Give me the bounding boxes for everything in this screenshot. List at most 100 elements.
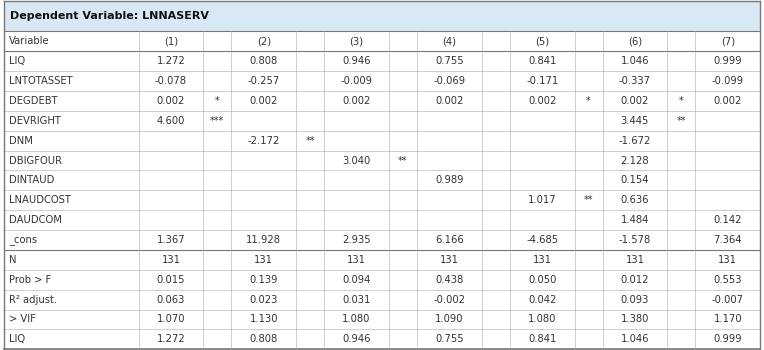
Text: -1.672: -1.672 (619, 136, 651, 146)
Text: 0.094: 0.094 (342, 275, 371, 285)
Text: 131: 131 (440, 255, 459, 265)
Text: *: * (586, 96, 591, 106)
Bar (4, 1, 760, 31)
Text: (6): (6) (628, 36, 642, 46)
Text: DEVRIGHT: DEVRIGHT (9, 116, 61, 126)
Text: 1.080: 1.080 (342, 315, 371, 324)
Bar (4, 91, 760, 111)
Text: (1): (1) (164, 36, 178, 46)
Text: -0.171: -0.171 (526, 76, 558, 86)
Text: *: * (679, 96, 684, 106)
Bar (4, 190, 760, 210)
Bar (4, 290, 760, 309)
Text: 0.002: 0.002 (621, 96, 649, 106)
Text: 0.946: 0.946 (342, 56, 371, 66)
Text: -0.007: -0.007 (712, 295, 743, 304)
Text: 0.012: 0.012 (620, 275, 649, 285)
Text: 1.484: 1.484 (621, 215, 649, 225)
Text: 1.046: 1.046 (620, 56, 649, 66)
Text: 1.046: 1.046 (620, 334, 649, 344)
Text: 131: 131 (347, 255, 366, 265)
Text: 0.002: 0.002 (342, 96, 371, 106)
Text: 0.063: 0.063 (157, 295, 185, 304)
Text: (4): (4) (442, 36, 456, 46)
Text: **: ** (306, 136, 315, 146)
Text: 0.002: 0.002 (714, 96, 742, 106)
Bar (4, 150, 760, 170)
Text: (2): (2) (257, 36, 270, 46)
Text: 131: 131 (161, 255, 180, 265)
Text: LIQ: LIQ (9, 56, 25, 66)
Text: DBIGFOUR: DBIGFOUR (9, 155, 62, 166)
Text: -1.578: -1.578 (619, 235, 651, 245)
Text: 0.438: 0.438 (435, 275, 464, 285)
Text: 0.002: 0.002 (435, 96, 464, 106)
Text: 0.946: 0.946 (342, 334, 371, 344)
Text: 0.031: 0.031 (342, 295, 371, 304)
Text: LIQ: LIQ (9, 334, 25, 344)
Text: Variable: Variable (9, 36, 50, 46)
Text: -0.337: -0.337 (619, 76, 651, 86)
Text: 0.154: 0.154 (620, 175, 649, 186)
Text: 0.002: 0.002 (250, 96, 278, 106)
Text: -0.069: -0.069 (433, 76, 465, 86)
Text: (3): (3) (350, 36, 364, 46)
Text: LNAUDCOST: LNAUDCOST (9, 195, 71, 205)
Text: **: ** (584, 195, 594, 205)
Text: 1.130: 1.130 (250, 315, 278, 324)
Text: _cons: _cons (9, 235, 37, 245)
Text: 11.928: 11.928 (246, 235, 281, 245)
Text: Prob > F: Prob > F (9, 275, 51, 285)
Text: 0.050: 0.050 (528, 275, 556, 285)
Text: DINTAUD: DINTAUD (9, 175, 54, 186)
Bar (4, 329, 760, 349)
Bar (4, 111, 760, 131)
Text: -0.078: -0.078 (155, 76, 187, 86)
Text: -4.685: -4.685 (526, 235, 558, 245)
Text: 1.090: 1.090 (435, 315, 464, 324)
Text: -2.172: -2.172 (248, 136, 280, 146)
Text: 131: 131 (626, 255, 645, 265)
Text: 6.166: 6.166 (435, 235, 464, 245)
Text: -0.257: -0.257 (248, 76, 280, 86)
Text: DNM: DNM (9, 136, 33, 146)
Bar (4, 250, 760, 270)
Text: 1.080: 1.080 (528, 315, 556, 324)
Text: LNTOTASSET: LNTOTASSET (9, 76, 73, 86)
Text: **: ** (677, 116, 686, 126)
Text: 0.999: 0.999 (714, 56, 742, 66)
Text: 0.023: 0.023 (250, 295, 278, 304)
Text: 0.999: 0.999 (714, 334, 742, 344)
Text: 0.808: 0.808 (250, 334, 278, 344)
Text: 0.553: 0.553 (714, 275, 742, 285)
Text: -0.009: -0.009 (341, 76, 373, 86)
Bar (4, 170, 760, 190)
Bar (4, 309, 760, 329)
Text: 1.017: 1.017 (528, 195, 556, 205)
Text: 0.755: 0.755 (435, 334, 464, 344)
Text: 0.755: 0.755 (435, 56, 464, 66)
Text: 0.015: 0.015 (157, 275, 185, 285)
Text: (7): (7) (720, 36, 735, 46)
Bar (4, 131, 760, 150)
Text: 1.170: 1.170 (714, 315, 742, 324)
Text: ***: *** (210, 116, 225, 126)
Text: 7.364: 7.364 (714, 235, 742, 245)
Text: 1.272: 1.272 (157, 56, 186, 66)
Bar (4, 230, 760, 250)
Text: -0.002: -0.002 (433, 295, 465, 304)
Text: 0.808: 0.808 (250, 56, 278, 66)
Text: 0.139: 0.139 (250, 275, 278, 285)
Text: 1.070: 1.070 (157, 315, 185, 324)
Text: 131: 131 (718, 255, 737, 265)
Text: Dependent Variable: LNNASERV: Dependent Variable: LNNASERV (10, 11, 209, 21)
Text: 1.367: 1.367 (157, 235, 186, 245)
Text: DEGDEBT: DEGDEBT (9, 96, 58, 106)
Text: 0.142: 0.142 (714, 215, 742, 225)
Text: **: ** (398, 155, 408, 166)
Bar (4, 71, 760, 91)
Text: 3.040: 3.040 (342, 155, 371, 166)
Text: 3.445: 3.445 (621, 116, 649, 126)
Text: 131: 131 (533, 255, 552, 265)
Text: 2.128: 2.128 (620, 155, 649, 166)
